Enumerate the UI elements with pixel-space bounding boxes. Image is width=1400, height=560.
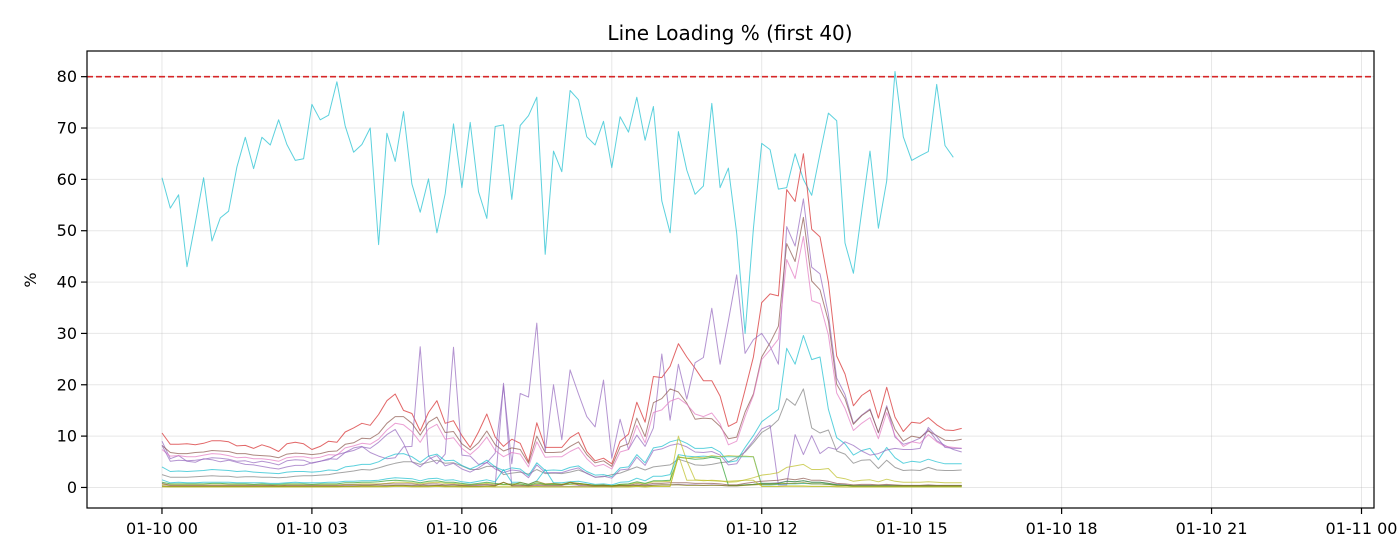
- series-line-7: [161, 335, 962, 478]
- series-line-2: [161, 153, 962, 465]
- series-line-16: [162, 454, 962, 488]
- series-line-14: [161, 477, 962, 487]
- grid-lines: [87, 51, 1374, 508]
- x-tick-label: 01-10 21: [1176, 519, 1248, 538]
- series-line-5: [161, 235, 962, 470]
- series-line-8: [161, 424, 962, 486]
- y-tick-label: 70: [57, 119, 77, 138]
- x-axis-ticks: 01-10 00 01-10 03 01-10 06 01-10 09 01-10 12…: [126, 508, 1397, 538]
- chart-title: Line Loading % (first 40): [607, 21, 852, 45]
- x-tick-label: 01-10 15: [876, 519, 948, 538]
- x-tick-label: 01-10 18: [1026, 519, 1098, 538]
- x-tick-label: 01-10 00: [126, 519, 198, 538]
- x-tick-label: 01-11 00: [1326, 519, 1398, 538]
- y-axis-ticks: 0 10 20 30 40 50 60 70 80: [57, 67, 87, 497]
- x-tick-label: 01-10 06: [426, 519, 498, 538]
- y-tick-label: 50: [57, 221, 77, 240]
- series-line-4: [161, 216, 962, 467]
- x-tick-label: 01-10 12: [726, 519, 798, 538]
- axes-frame: [86, 50, 1375, 509]
- series-line-6: [161, 388, 962, 479]
- x-tick-label: 01-10 09: [576, 519, 648, 538]
- y-tick-label: 80: [57, 67, 77, 86]
- y-axis-title: %: [21, 272, 40, 287]
- y-tick-label: 60: [57, 170, 77, 189]
- y-tick-label: 0: [67, 478, 77, 497]
- plot-area: [161, 71, 962, 488]
- series-line-3: [161, 198, 962, 470]
- y-tick-label: 40: [57, 273, 77, 292]
- y-tick-label: 20: [57, 375, 77, 394]
- y-tick-label: 30: [57, 324, 77, 343]
- y-tick-label: 10: [57, 427, 77, 446]
- x-tick-label: 01-10 03: [276, 519, 348, 538]
- series-line-1: [161, 71, 954, 334]
